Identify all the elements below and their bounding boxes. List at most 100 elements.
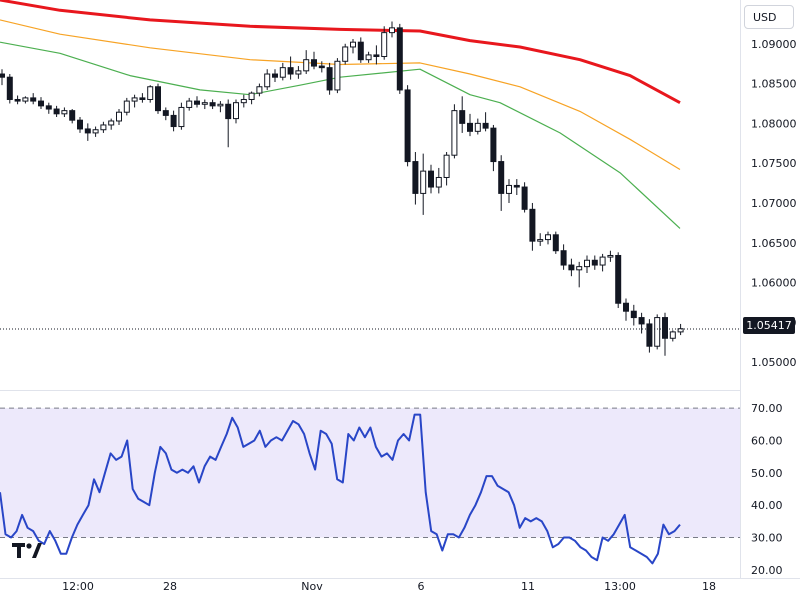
candle-body [264,73,271,88]
candle-body [240,98,247,104]
candle [615,252,622,309]
candle-body [233,102,239,120]
candle-body [194,100,200,105]
currency-button[interactable]: USD [744,5,794,29]
candle-body [100,124,107,131]
candle-body [443,154,450,178]
candle-body [435,176,442,188]
candle [443,152,450,186]
candle-body [576,266,583,271]
candle [108,118,115,130]
candle-body [669,331,676,339]
candle [61,107,68,117]
candle-body [420,170,427,194]
candle [459,96,466,133]
price-tick-label: 1.06500 [751,237,797,250]
candle [256,83,263,97]
candle [568,258,575,277]
candle-body [326,67,333,91]
time-tick-label: 12:00 [62,580,94,593]
candle [248,91,255,105]
candle [131,94,138,108]
candle-body [342,46,349,62]
candle-body [521,186,528,210]
candle-body [108,120,115,126]
candle-body [451,110,458,156]
candle [506,179,512,203]
candle [272,69,278,82]
candle [287,56,294,80]
candle [22,96,29,104]
candle-body [295,70,302,75]
candle [279,62,286,81]
candle [646,319,653,353]
candle [264,69,271,90]
candle [139,93,146,103]
candle [178,102,185,130]
candle-body [677,328,684,333]
candle [623,298,629,321]
candle-body [638,317,645,325]
candle-body [38,100,44,107]
candle [599,253,606,272]
time-tick-label: 28 [163,580,177,593]
candle-body [279,67,286,78]
candle-body [30,97,37,102]
candle-body [662,317,668,339]
candle [552,231,559,254]
candle [498,155,505,211]
candle-body [568,264,575,271]
candle [311,51,317,70]
rsi-tick-label: 60.00 [751,434,783,447]
candle [545,231,551,245]
candle-body [381,32,388,58]
candle [240,94,247,108]
candle [467,113,473,137]
candle-body [53,108,60,115]
candle [100,121,107,133]
candle [334,58,341,94]
candle [45,102,52,114]
candle-body [123,100,130,113]
candle-body [318,65,325,69]
candle-body [334,60,341,91]
price-tick-label: 1.08500 [751,78,797,91]
moving-average-line [0,19,681,171]
candle [30,93,37,105]
candlesticks [0,21,684,356]
candle [669,330,676,342]
candle [482,112,489,132]
candle-body [69,110,76,121]
rsi-tick-label: 30.00 [751,532,783,545]
candle-body [357,41,364,61]
candle [209,99,216,110]
candle [451,104,458,159]
last-price-label: 1.05417 [743,317,795,334]
chart-panels [0,0,800,579]
candle-body [162,110,169,116]
time-tick-label: 13:00 [604,580,636,593]
candle [490,124,497,172]
candle-body [155,86,161,112]
candle-body [248,92,255,100]
candle-body [186,100,193,108]
price-tick-label: 1.09000 [751,38,797,51]
moving-averages [0,0,681,229]
candle [537,233,544,246]
candle [84,123,91,141]
candle [326,62,333,95]
candle [170,110,177,132]
candle-body [178,106,185,128]
candle [591,255,598,270]
candle [404,85,411,167]
candle-body [116,111,122,122]
candle-body [365,54,372,61]
candle-body [350,41,356,48]
rsi-tick-label: 50.00 [751,467,783,480]
time-tick-label: 6 [418,580,425,593]
price-tick-label: 1.07000 [751,197,797,210]
candle-body [560,250,567,266]
rsi-axis: 70.00 60.00 50.00 40.00 30.00 20.00 [751,402,783,577]
candle-body [623,302,629,312]
candle [342,43,349,65]
